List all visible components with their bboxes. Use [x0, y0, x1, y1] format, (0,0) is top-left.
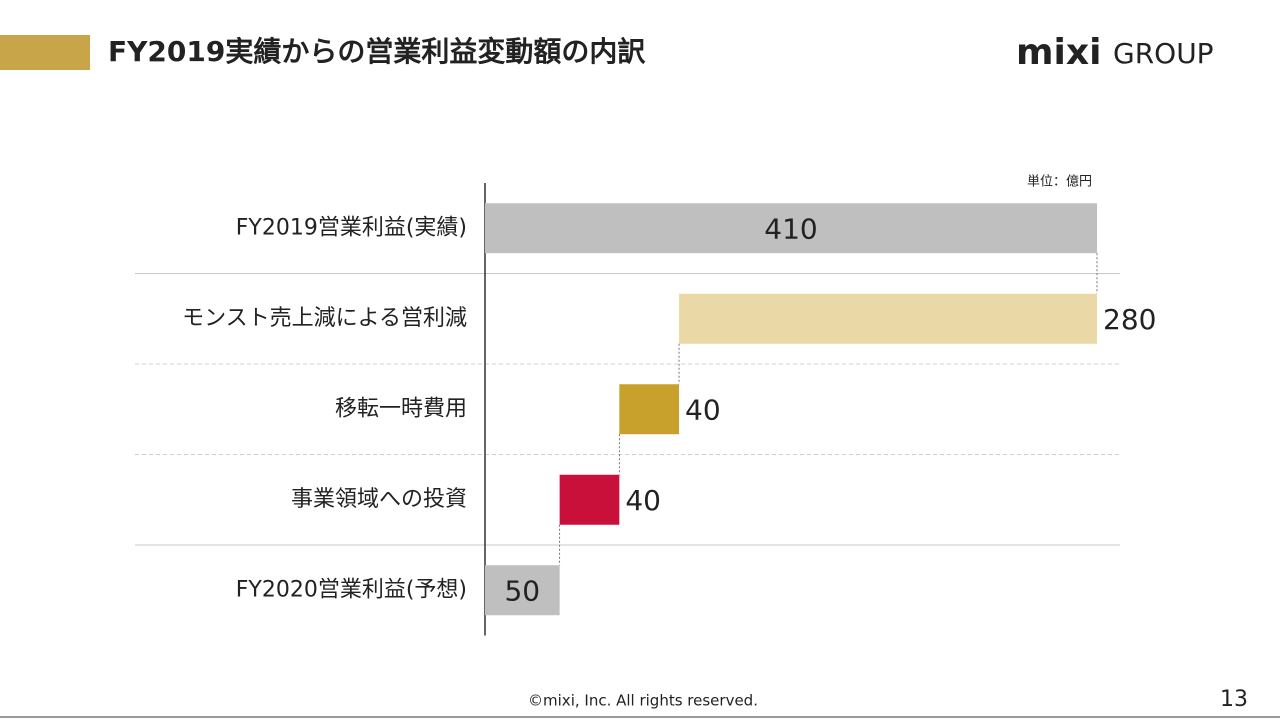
unit-label: 単位：億円	[1027, 174, 1092, 190]
plot: FY2019営業利益(実績) 410 モンスト売上減による営利減 280 移転一時費用 4…	[135, 183, 1156, 636]
category-label: 事業領域への投資	[291, 487, 467, 512]
value-label: 50	[504, 574, 540, 607]
title-accent	[0, 35, 90, 70]
value-label: 280	[1103, 303, 1156, 336]
bar	[485, 565, 560, 616]
bar	[619, 384, 680, 435]
category-label: FY2020営業利益(予想)	[236, 577, 467, 602]
logo-mark: mixi	[1016, 32, 1101, 73]
slide-title: FY2019実績からの営業利益変動額の内訳	[108, 35, 646, 68]
bar	[485, 203, 1097, 254]
category-label: モンスト売上減による営利減	[182, 306, 467, 331]
value-label: 410	[764, 212, 817, 245]
bar	[559, 474, 620, 525]
bar	[679, 293, 1097, 344]
category-label: 移転一時費用	[335, 396, 467, 421]
logo-text: GROUP	[1113, 37, 1214, 70]
page-number: 13	[1220, 687, 1248, 712]
category-label: FY2019営業利益(実績)	[236, 215, 467, 240]
copyright: ©mixi, Inc. All rights reserved.	[528, 692, 758, 710]
value-label: 40	[685, 393, 721, 426]
value-label: 40	[625, 484, 661, 517]
